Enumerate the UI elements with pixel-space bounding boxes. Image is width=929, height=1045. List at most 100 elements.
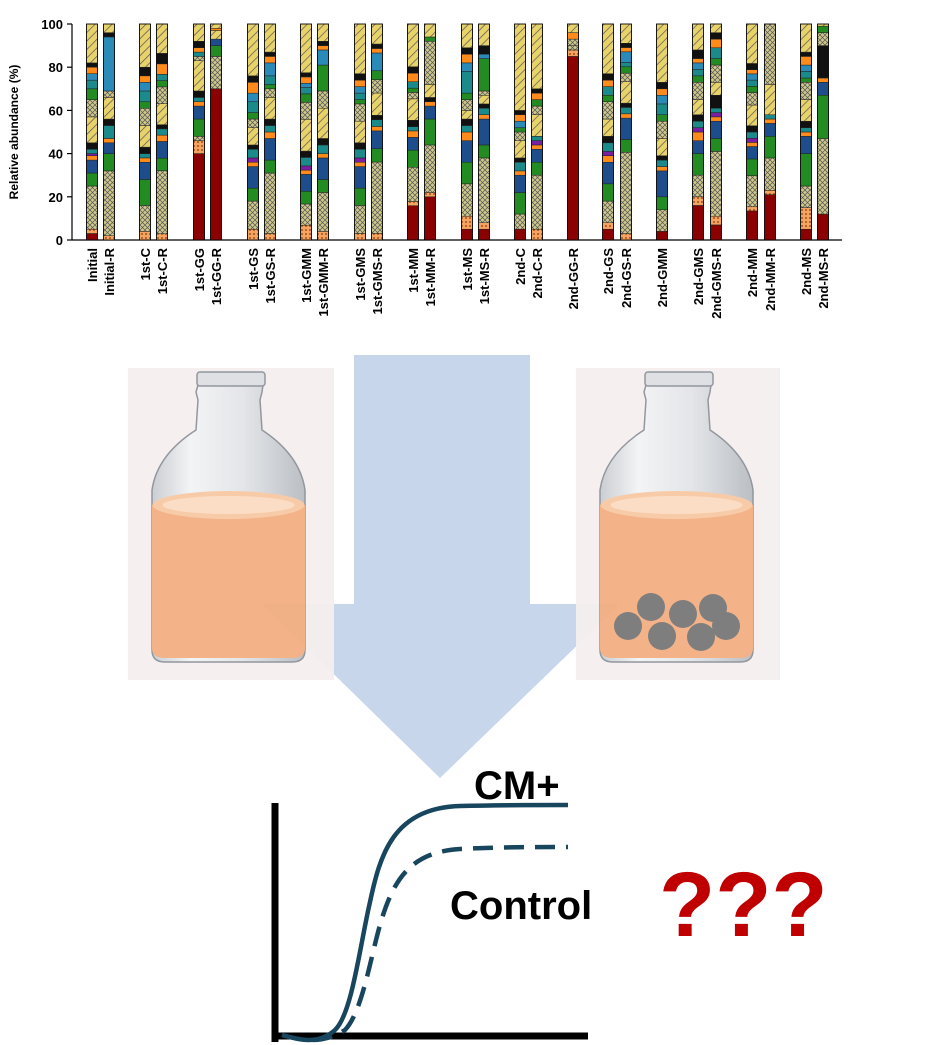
x-tick-label: 2nd-MS bbox=[799, 248, 814, 295]
bar-segment-2nd-C bbox=[514, 213, 526, 230]
bar-segment-1st-MS-R bbox=[478, 45, 490, 55]
bar-segment-2nd-GMS-R bbox=[710, 32, 722, 40]
bar-segment-Initial-R bbox=[103, 235, 115, 241]
x-tick-label: 2nd-GMM bbox=[655, 248, 670, 307]
bar-segment-2nd-MM-R bbox=[764, 123, 776, 137]
y-ticks: 0 20 40 60 80 100 bbox=[41, 17, 72, 248]
bar-segment-1st-GS-R bbox=[264, 125, 276, 133]
bar-segment-2nd-GS-R bbox=[620, 139, 632, 153]
bar-segment-2nd-GS-R bbox=[620, 81, 632, 104]
x-tick-label: 1st-GS-R bbox=[263, 247, 278, 303]
bar-segment-1st-GG-R bbox=[210, 30, 222, 40]
down-arrow-icon bbox=[262, 355, 620, 778]
bar-segment-1st-MS bbox=[461, 228, 473, 241]
bar-segment-1st-MS-R bbox=[478, 118, 490, 146]
bar-segment-2nd-MM bbox=[746, 137, 758, 143]
bar-segment-1st-GMM-R bbox=[317, 23, 329, 42]
bar-segment-2nd-GS bbox=[602, 142, 614, 152]
bar-segment-1st-GS bbox=[247, 187, 259, 202]
bar-segment-1st-MS bbox=[461, 99, 473, 111]
y-tick-label: 20 bbox=[49, 190, 63, 205]
bar-segment-2nd-GMS bbox=[692, 153, 704, 176]
bar-segment-1st-MS bbox=[461, 47, 473, 55]
bar-segment-2nd-GG-R bbox=[567, 23, 579, 33]
bar-segment-2nd-C-R bbox=[531, 161, 543, 176]
bar-segment-2nd-MS bbox=[800, 64, 812, 72]
bar-2nd-GMS-R bbox=[710, 23, 722, 241]
bar-segment-1st-GMM bbox=[300, 169, 312, 175]
bar-segment-1st-C bbox=[139, 231, 151, 241]
bar-segment-2nd-GG-R bbox=[567, 45, 579, 51]
bar-1st-GG bbox=[193, 23, 205, 241]
bar-segment-2nd-GS-R bbox=[620, 102, 632, 108]
bar-segment-1st-GS bbox=[247, 144, 259, 150]
bar-segment-2nd-GMM bbox=[656, 159, 668, 167]
bar-segment-1st-GS-R bbox=[264, 23, 276, 53]
bar-segment-1st-GS-R bbox=[264, 118, 276, 126]
bar-segment-1st-C-R bbox=[156, 124, 168, 130]
bar-segment-2nd-GMS-R bbox=[710, 116, 722, 122]
bottle-cm-plus bbox=[576, 368, 780, 680]
bar-segment-2nd-GS-R bbox=[620, 152, 632, 234]
bar-segment-2nd-GS bbox=[602, 79, 614, 87]
bar-segment-1st-MS bbox=[461, 110, 473, 120]
bar-segment-Initial bbox=[86, 172, 98, 187]
bar-segment-1st-GS bbox=[247, 75, 259, 83]
bar-segment-Initial bbox=[86, 185, 98, 230]
bar-segment-2nd-GMS-R bbox=[710, 47, 722, 59]
bar-segment-1st-GS bbox=[247, 161, 259, 167]
bar-segment-1st-MM bbox=[407, 66, 419, 74]
bar-segment-2nd-GMS-R bbox=[710, 120, 722, 139]
bar-segment-2nd-C bbox=[514, 23, 526, 111]
bar-segment-2nd-MS-R bbox=[817, 213, 829, 241]
bar-segment-1st-GG bbox=[193, 153, 205, 241]
bar-segment-2nd-GMS bbox=[692, 131, 704, 141]
bar-segment-1st-GMS bbox=[354, 86, 366, 94]
bar-segment-2nd-MS bbox=[800, 185, 812, 208]
bar-segment-2nd-MS bbox=[800, 136, 812, 154]
bar-segment-1st-GMM-R bbox=[317, 90, 329, 109]
x-tick-label: 2nd-C-R bbox=[530, 247, 545, 298]
bar-segment-2nd-GS-R bbox=[620, 42, 632, 48]
bar-segment-2nd-GG-R bbox=[567, 49, 579, 57]
bar-2nd-GS bbox=[602, 23, 614, 241]
bar-Initial bbox=[86, 23, 98, 241]
bar-segment-1st-MS-R bbox=[478, 222, 490, 230]
bar-segment-1st-GG bbox=[193, 23, 205, 42]
question-marks: ??? bbox=[659, 854, 828, 956]
bar-segment-2nd-GMS bbox=[692, 62, 704, 70]
bar-segment-2nd-MM bbox=[746, 125, 758, 133]
bar-segment-1st-GG bbox=[193, 136, 205, 141]
bar-segment-1st-C bbox=[139, 82, 151, 92]
bar-segment-1st-GMS-R bbox=[371, 148, 383, 163]
bar-segment-1st-GS bbox=[247, 149, 259, 159]
bar-segment-Initial-R bbox=[103, 36, 115, 92]
bar-segment-1st-GMS bbox=[354, 73, 366, 81]
bar-2nd-GS-R bbox=[620, 23, 632, 241]
bar-segment-1st-GMM bbox=[300, 157, 312, 167]
bar-segment-2nd-GMM bbox=[656, 95, 668, 105]
bar-segment-2nd-MM-R bbox=[764, 194, 776, 241]
bar-segment-1st-GMS-R bbox=[371, 92, 383, 116]
bar-segment-2nd-MM bbox=[746, 69, 758, 75]
x-tick-label: 2nd-MM-R bbox=[763, 247, 778, 310]
bar-segment-2nd-C-R bbox=[531, 99, 543, 107]
bar-segment-2nd-GMS bbox=[692, 23, 704, 51]
bar-segment-1st-GS bbox=[247, 112, 259, 120]
bar-segment-1st-GMS-R bbox=[371, 119, 383, 127]
bar-segment-1st-GMS-R bbox=[371, 115, 383, 121]
bar-segment-1st-GS bbox=[247, 23, 259, 77]
bar-segment-1st-GG bbox=[193, 101, 205, 107]
bar-segment-1st-GG-R bbox=[210, 23, 222, 29]
x-tick-label: 2nd-GMS-R bbox=[709, 247, 724, 318]
bar-segment-2nd-GS bbox=[602, 136, 614, 144]
x-tick-label: 1st-GS bbox=[246, 248, 261, 290]
bar-segment-1st-MM bbox=[407, 98, 419, 121]
bar-segment-1st-GS bbox=[247, 92, 259, 103]
bar-segment-2nd-MS bbox=[800, 131, 812, 137]
bar-1st-GS-R bbox=[264, 23, 276, 241]
bar-segment-2nd-GMM bbox=[656, 209, 668, 232]
bar-segment-2nd-C-R bbox=[531, 88, 543, 94]
bar-segment-1st-GMM bbox=[300, 87, 312, 95]
bar-segment-1st-GMM bbox=[300, 165, 312, 171]
